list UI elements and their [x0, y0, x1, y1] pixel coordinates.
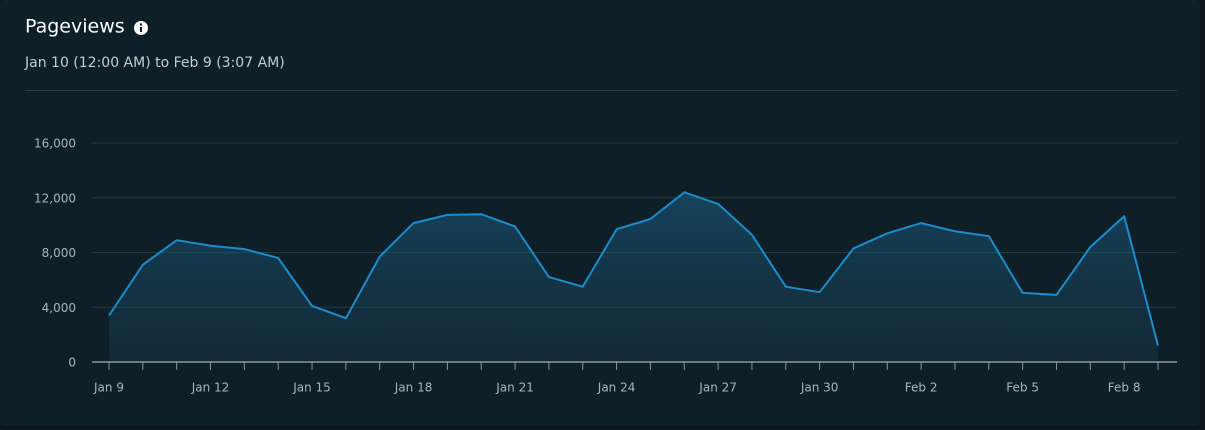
- chart-title: Pageviews: [25, 16, 125, 38]
- x-tick-label: Jan 21: [495, 381, 534, 395]
- x-tick-label: Jan 24: [597, 381, 636, 395]
- info-icon[interactable]: [134, 21, 148, 35]
- x-tick-label: Jan 30: [800, 381, 839, 395]
- x-tick-label: Feb 2: [905, 381, 938, 395]
- x-tick-label: Feb 5: [1006, 381, 1039, 395]
- area: [109, 192, 1158, 362]
- y-tick-label: 16,000: [34, 137, 76, 151]
- x-tick-label: Feb 8: [1108, 381, 1141, 395]
- chart-subtitle: Jan 10 (12:00 AM) to Feb 9 (3:07 AM): [24, 55, 285, 71]
- y-tick-label: 4,000: [42, 301, 76, 315]
- x-tick-label: Jan 9: [93, 381, 124, 395]
- x-tick-label: Jan 12: [191, 381, 230, 395]
- x-tick-label: Jan 18: [394, 381, 433, 395]
- x-tick-label: Jan 27: [698, 381, 737, 395]
- line: [108, 191, 1159, 346]
- x-tick-label: Jan 15: [292, 381, 331, 395]
- y-tick-label: 0: [68, 356, 76, 370]
- y-tick-label: 12,000: [34, 191, 76, 205]
- y-tick-label: 8,000: [42, 246, 76, 260]
